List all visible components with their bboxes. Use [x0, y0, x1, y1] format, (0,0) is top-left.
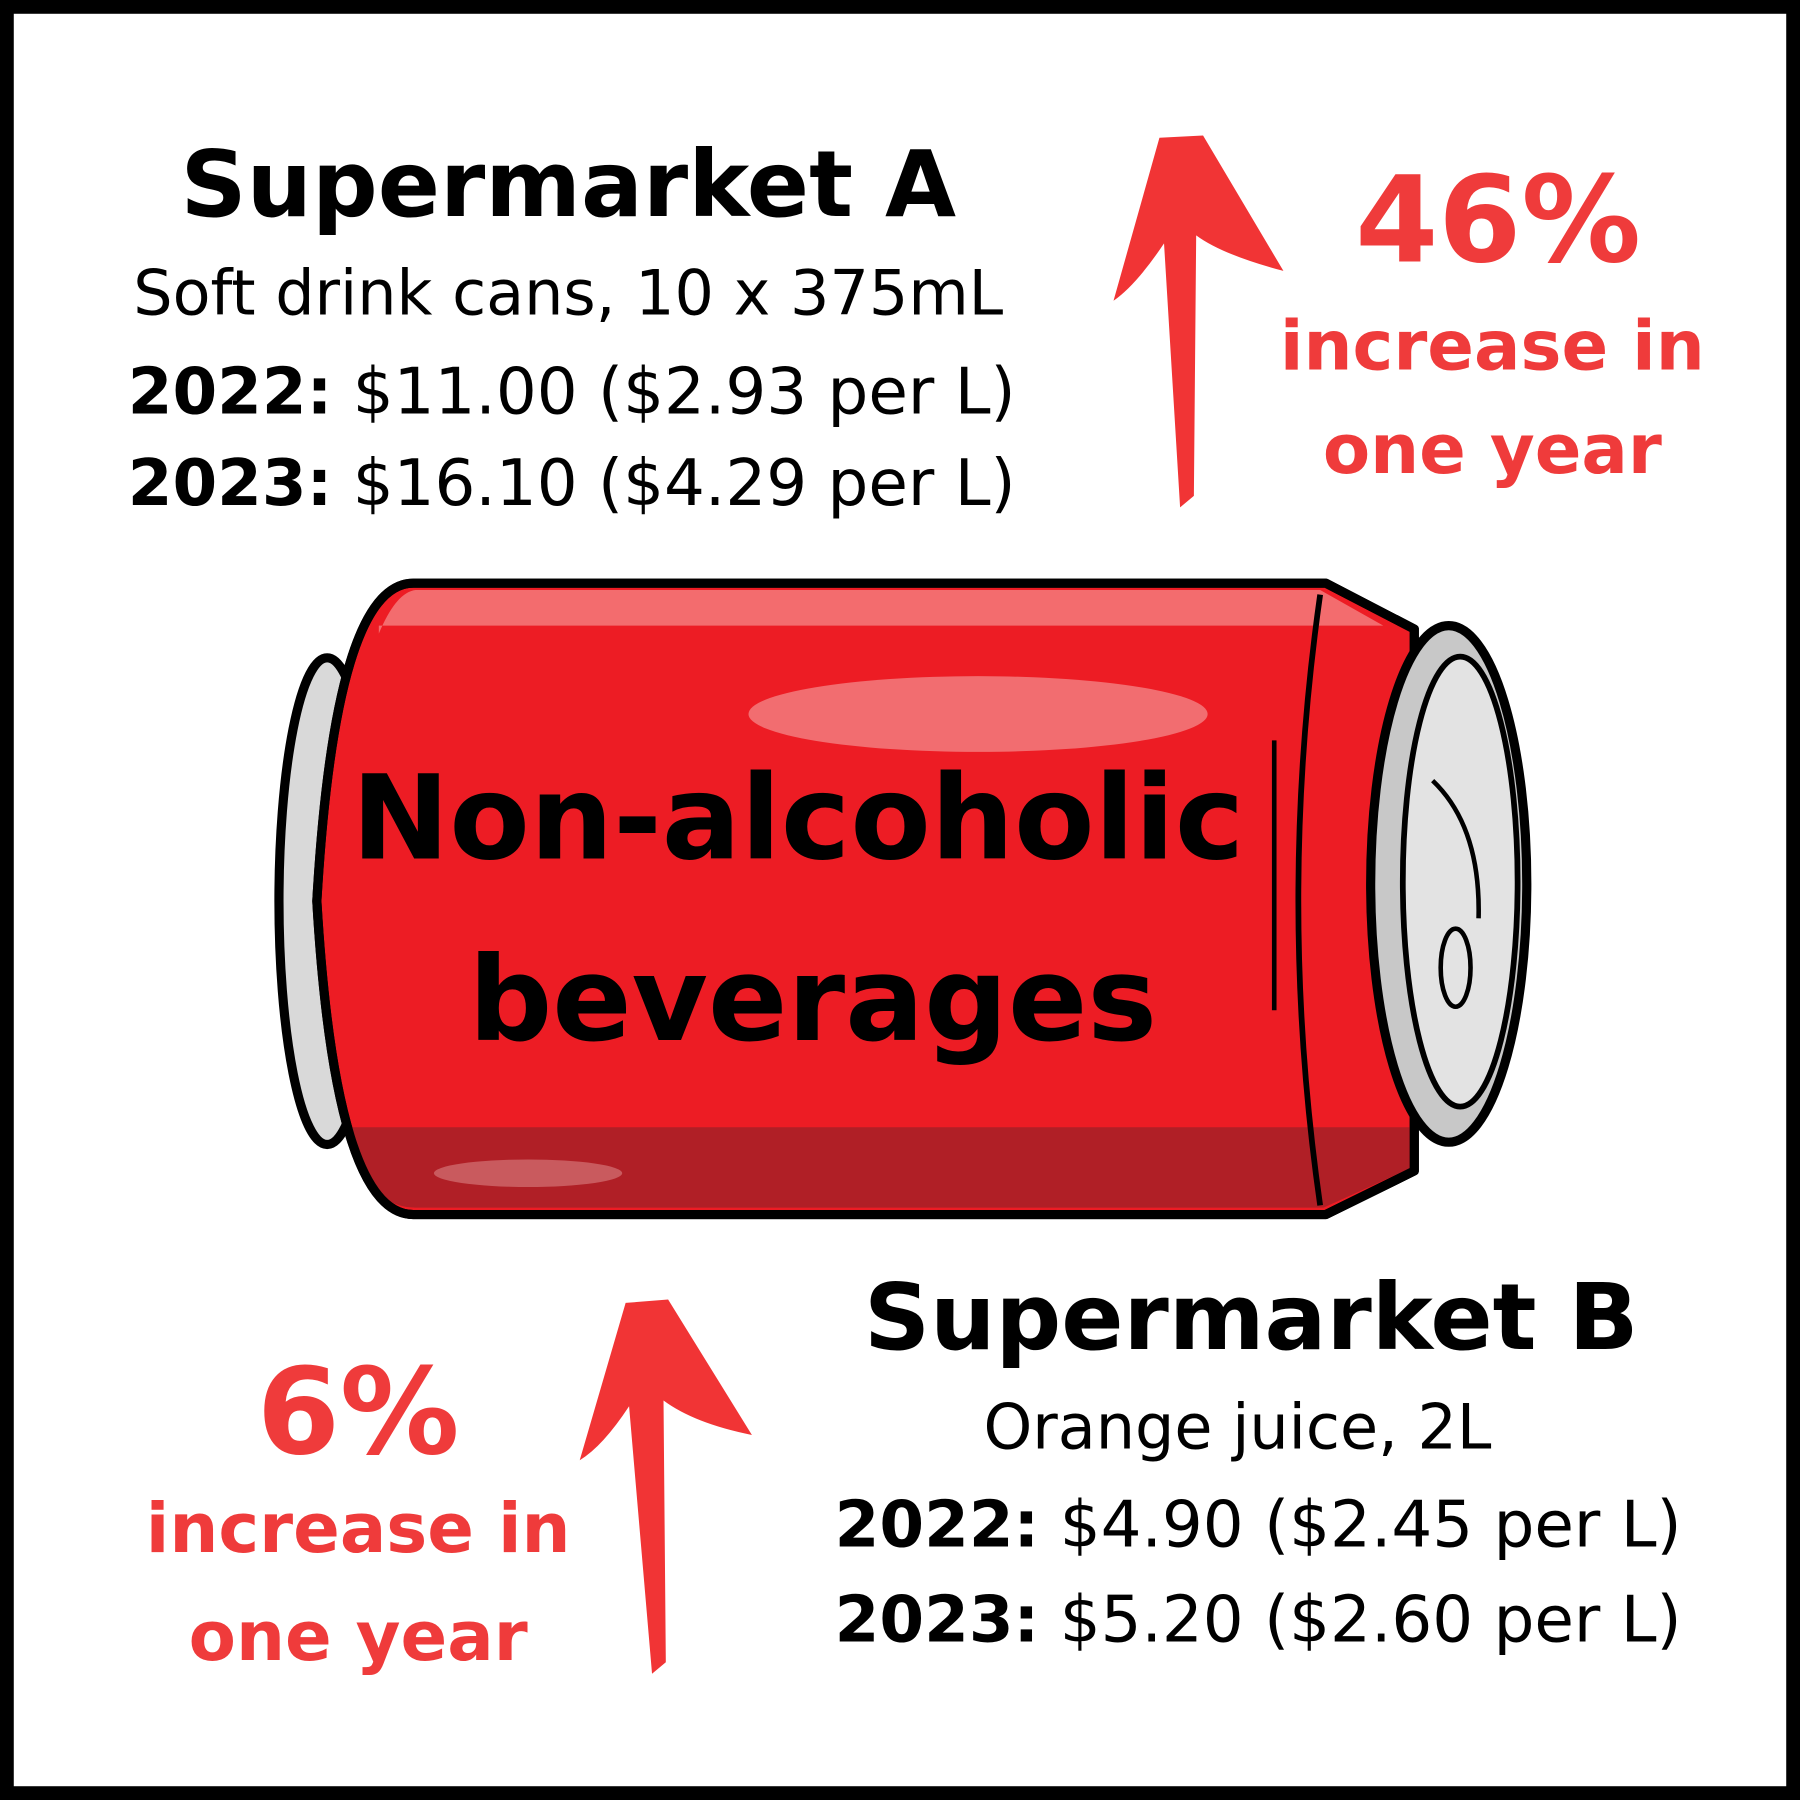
- price-row: 2022: $11.00 ($2.93 per L): [128, 354, 1016, 429]
- year: 2023:: [835, 1583, 1040, 1658]
- can-lid-detail: [1431, 778, 1481, 919]
- change: 46%: [1355, 152, 1641, 291]
- up-arrow: [579, 1299, 752, 1674]
- price-row: 2023: $5.20 ($2.60 per L): [835, 1583, 1682, 1658]
- title-line: Non-alcoholic: [351, 750, 1244, 887]
- product: Orange juice, 2L: [984, 1391, 1492, 1464]
- year: 2022:: [835, 1487, 1040, 1562]
- can: [274, 578, 1532, 1220]
- price: $11.00 ($2.93 per L): [353, 354, 1016, 429]
- up-arrow: [1113, 135, 1284, 508]
- can-shine: [748, 676, 1208, 752]
- change-text: one year: [189, 1597, 528, 1677]
- can-seam: [1295, 594, 1323, 1206]
- year: 2023:: [128, 446, 333, 521]
- can-lid-inner: [1399, 653, 1521, 1110]
- can-shadow-bottom: [344, 1127, 1410, 1208]
- change-text: one year: [1323, 410, 1662, 490]
- price-row: 2022: $4.90 ($2.45 per L): [835, 1487, 1682, 1562]
- change-text: increase in: [146, 1489, 571, 1569]
- product: Soft drink cans, 10 x 375mL: [133, 257, 1003, 330]
- price: $4.90 ($2.45 per L): [1060, 1487, 1682, 1562]
- price: $16.10 ($4.29 per L): [353, 446, 1016, 521]
- can-outline: [312, 578, 1419, 1220]
- title-line: beverages: [468, 931, 1157, 1068]
- change: 6%: [257, 1343, 460, 1482]
- change-text: increase in: [1280, 307, 1705, 387]
- can-shine: [433, 1159, 623, 1187]
- price-row: 2023: $16.10 ($4.29 per L): [128, 446, 1016, 521]
- year: 2022:: [128, 354, 333, 429]
- panel-title: Supermarket A: [180, 131, 956, 238]
- can-tab: [1438, 926, 1473, 1010]
- panel-title: Supermarket B: [864, 1264, 1639, 1371]
- can-body: [312, 578, 1419, 1220]
- price: $5.20 ($2.60 per L): [1060, 1583, 1682, 1658]
- can-highlight-top: [378, 590, 1384, 634]
